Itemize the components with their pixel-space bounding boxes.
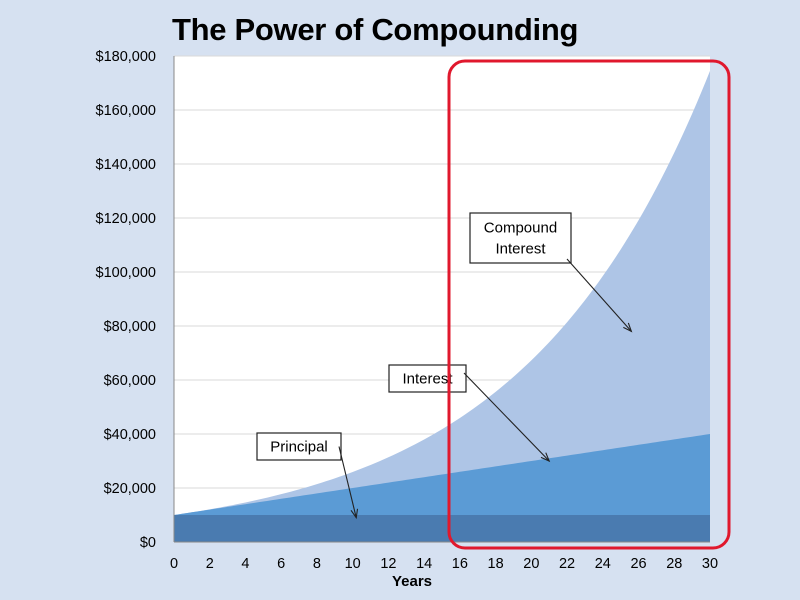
y-tick-label: $0 — [140, 535, 156, 551]
x-axis-label: Years — [392, 573, 432, 590]
y-tick-label: $60,000 — [104, 373, 156, 389]
y-tick-label: $20,000 — [104, 481, 156, 497]
annotations: Principal Interest Compound Interest — [256, 212, 633, 520]
y-tick-label: $140,000 — [96, 157, 156, 173]
x-tick-label: 18 — [488, 556, 504, 572]
x-tick-label: 10 — [345, 556, 361, 572]
annotation-principal: Principal — [256, 432, 359, 520]
x-tick-label: 28 — [666, 556, 682, 572]
x-tick-label: 8 — [313, 556, 321, 572]
x-tick-label: 0 — [170, 556, 178, 572]
chart-title: The Power of Compounding — [172, 12, 579, 47]
y-tick-label: $80,000 — [104, 319, 156, 335]
annotation-box — [256, 432, 342, 461]
y-tick-label: $180,000 — [96, 49, 156, 65]
highlight-rectangle — [447, 59, 731, 550]
annotation-compound: Compound Interest — [469, 212, 633, 333]
x-tick-label: 22 — [559, 556, 575, 572]
x-tick-label: 2 — [206, 556, 214, 572]
x-tick-label: 4 — [241, 556, 249, 572]
annotation-arrow — [566, 258, 632, 332]
annotation-interest: Interest — [388, 364, 551, 463]
x-tick-label: 6 — [277, 556, 285, 572]
annotation-arrowhead — [623, 322, 633, 333]
annotation-arrowhead — [350, 508, 359, 520]
annotation-label: Compound Interest — [484, 220, 557, 258]
x-tick-label: 16 — [452, 556, 468, 572]
annotation-label: Interest — [402, 371, 453, 388]
y-tick-label: $120,000 — [96, 211, 156, 227]
annotation-box — [469, 212, 572, 264]
principal-area — [174, 515, 710, 542]
annotation-arrowhead — [540, 452, 551, 463]
y-tick-label: $100,000 — [96, 265, 156, 281]
axes — [173, 56, 710, 543]
x-tick-label: 20 — [523, 556, 539, 572]
x-tick-label: 30 — [702, 556, 718, 572]
x-tick-label: 24 — [595, 556, 611, 572]
y-tick-label: $160,000 — [96, 103, 156, 119]
x-tick-label: 14 — [416, 556, 432, 572]
annotation-label: Principal — [270, 439, 328, 456]
y-tick-labels: $0 $20,000 $40,000 $60,000 $80,000 $100,000 $1… — [96, 49, 156, 551]
x-tick-label: 12 — [380, 556, 396, 572]
annotation-arrow — [338, 446, 357, 518]
x-tick-labels: 0 2 4 6 8 10 12 14 16 18 20 22 24 26 28 30 — [170, 556, 718, 572]
x-tick-label: 26 — [630, 556, 646, 572]
annotation-box — [388, 364, 467, 393]
compound-interest-area — [174, 70, 710, 543]
y-tick-label: $40,000 — [104, 427, 156, 443]
annotation-arrow — [463, 372, 550, 462]
